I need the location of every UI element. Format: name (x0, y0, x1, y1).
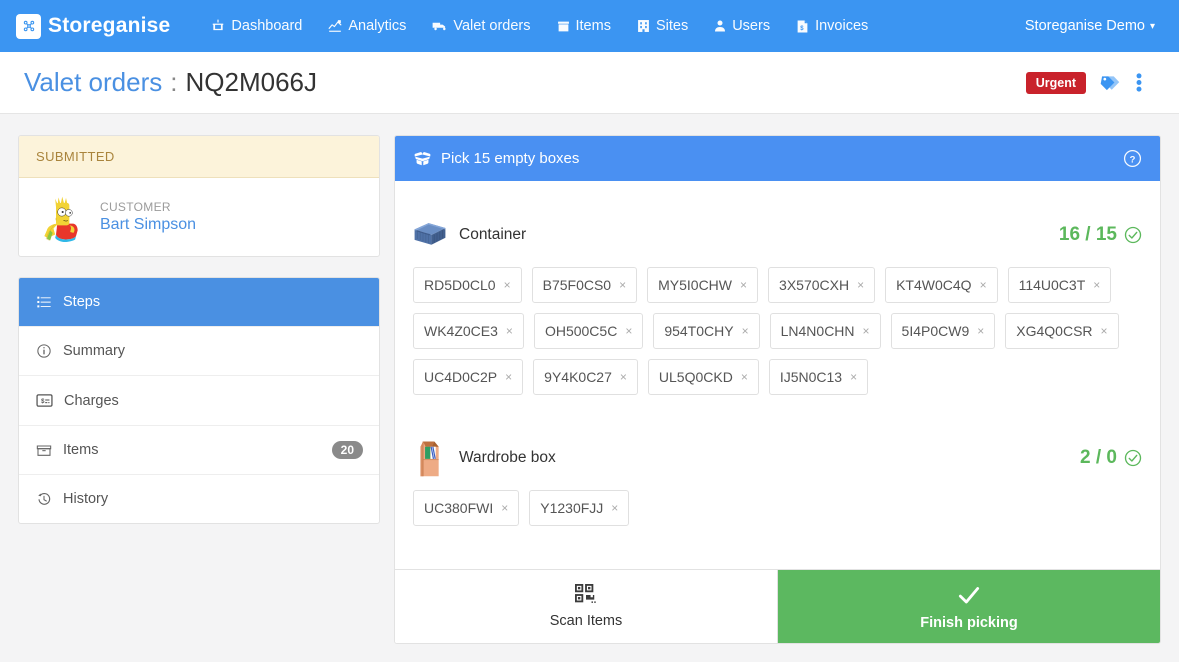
svg-text:?: ? (1130, 154, 1136, 165)
svg-text:$: $ (41, 399, 45, 405)
